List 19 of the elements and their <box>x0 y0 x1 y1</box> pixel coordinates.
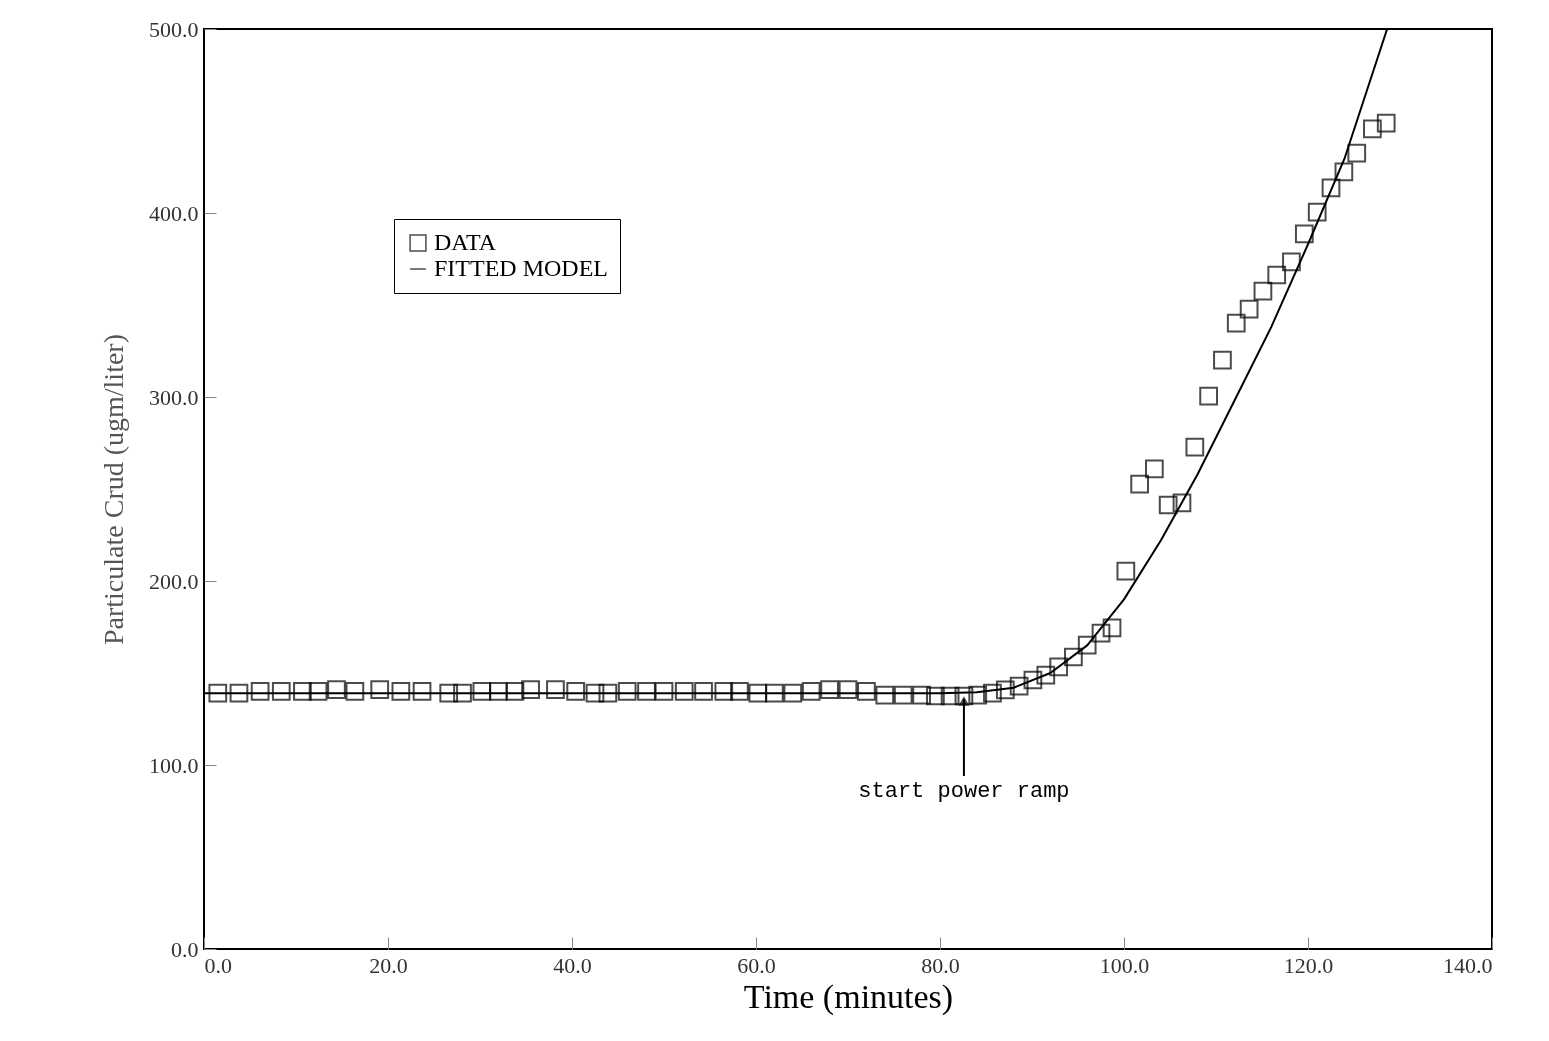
y-axis-title: Particulate Crud (ugm/liter) <box>98 333 129 646</box>
x-tick-label: 20.0 <box>369 952 408 978</box>
x-tick-label: 140.0 <box>1443 952 1493 978</box>
y-tick-label: 500.0 <box>149 16 199 42</box>
y-tick-label: 400.0 <box>149 200 199 226</box>
legend-label: DATA <box>434 229 497 255</box>
y-tick-label: 300.0 <box>149 384 199 410</box>
legend-label: FITTED MODEL <box>434 255 608 281</box>
y-tick-label: 0.0 <box>171 936 199 962</box>
x-tick-label: 80.0 <box>921 952 960 978</box>
y-tick-label: 200.0 <box>149 568 199 594</box>
x-tick-label: 40.0 <box>553 952 592 978</box>
x-tick-label: 60.0 <box>737 952 776 978</box>
x-tick-label: 0.0 <box>204 952 232 978</box>
annotation: start power ramp <box>858 779 1070 804</box>
x-tick-label: 120.0 <box>1283 952 1334 978</box>
y-tick-label: 100.0 <box>149 752 199 778</box>
x-tick-label: 100.0 <box>1099 952 1150 978</box>
x-axis-title: Time (minutes) <box>743 977 954 1016</box>
